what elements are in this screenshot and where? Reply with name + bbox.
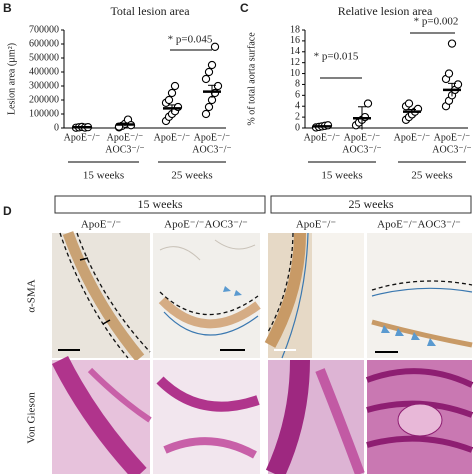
y-tick-label: 700000 — [29, 24, 59, 35]
y-tick-label: 18 — [290, 24, 300, 35]
y-axis-title: Lesion area (µm²) — [6, 43, 17, 115]
data-point — [201, 109, 211, 119]
y-tick-label: 6 — [295, 90, 300, 101]
group-label: 25 weeks — [171, 170, 212, 182]
annotation: * p=0.015 — [314, 51, 359, 63]
column-label: ApoE⁻/⁻ — [81, 219, 122, 231]
row-label: α-SMA — [26, 279, 38, 312]
data-point — [453, 80, 463, 89]
annotation: * p=0.045 — [168, 34, 213, 46]
group-label: 15 weeks — [321, 170, 362, 182]
y-axis-title: % of total aorta surface — [246, 32, 257, 126]
data-point — [213, 81, 223, 91]
micrograph — [52, 231, 151, 362]
x-tick-label: ApoE⁻/⁻ — [107, 132, 144, 143]
data-point — [447, 39, 457, 48]
x-tick-label: AOC3⁻/⁻ — [105, 144, 144, 155]
y-tick-label: 600000 — [29, 38, 59, 49]
x-tick-label: ApoE⁻/⁻ — [434, 132, 471, 143]
column-label: ApoE⁻/⁻ — [296, 219, 337, 231]
y-tick-label: 10 — [290, 68, 300, 79]
data-point — [210, 42, 220, 51]
data-point — [363, 99, 373, 108]
micrograph — [51, 355, 152, 474]
data-point — [404, 99, 414, 108]
data-point — [201, 74, 211, 84]
y-tick-label: 14 — [290, 46, 300, 57]
data-point — [204, 67, 214, 77]
data-point — [207, 60, 217, 70]
y-tick-label: 0 — [295, 122, 300, 133]
y-tick-label: 2 — [295, 111, 300, 122]
x-tick-label: AOC3⁻/⁻ — [432, 144, 471, 155]
x-tick-label: ApoE⁻/⁻ — [394, 132, 431, 143]
x-tick-label: ApoE⁻/⁻ — [64, 132, 101, 143]
panel-label: D — [3, 204, 12, 218]
micrograph — [264, 232, 364, 359]
micrograph — [265, 359, 365, 474]
panel-label: C — [240, 1, 249, 15]
column-label: ApoE⁻/⁻AOC3⁻/⁻ — [164, 219, 248, 231]
header-box — [54, 195, 266, 214]
y-tick-label: 12 — [290, 57, 300, 68]
data-point — [164, 95, 174, 105]
annotation: * p=0.002 — [414, 16, 459, 28]
header: 15 weeks — [138, 197, 183, 211]
x-tick-label: ApoE⁻/⁻ — [194, 132, 231, 143]
micrograph — [153, 360, 260, 474]
x-tick-label: AOC3⁻/⁻ — [192, 144, 231, 155]
y-tick-label: 16 — [290, 35, 300, 46]
y-tick-label: 4 — [295, 101, 300, 112]
group-label: 15 weeks — [83, 170, 124, 182]
row-label: Von Gieson — [26, 392, 38, 444]
header-box — [270, 195, 472, 214]
column-label: ApoE⁻/⁻AOC3⁻/⁻ — [377, 219, 461, 231]
micrograph — [367, 233, 473, 358]
chart-title: Total lesion area — [110, 4, 190, 18]
panel-label: B — [3, 1, 12, 15]
y-tick-label: 200000 — [29, 94, 59, 105]
y-tick-label: 500000 — [29, 52, 59, 63]
header: 25 weeks — [349, 197, 394, 211]
x-tick-label: ApoE⁻/⁻ — [344, 132, 381, 143]
micrograph — [153, 233, 261, 358]
data-point — [204, 102, 214, 112]
y-tick-label: 300000 — [29, 80, 59, 91]
y-tick-label: 8 — [295, 79, 300, 90]
data-point — [170, 81, 180, 91]
x-tick-label: ApoE⁻/⁻ — [304, 132, 341, 143]
y-tick-label: 400000 — [29, 66, 59, 77]
group-label: 25 weeks — [411, 170, 452, 182]
data-point — [167, 88, 177, 98]
micrograph — [365, 360, 474, 474]
x-tick-label: ApoE⁻/⁻ — [154, 132, 191, 143]
chart-title: Relative lesion area — [338, 4, 433, 18]
y-tick-label: 0 — [54, 122, 59, 133]
x-tick-label: AOC3⁻/⁻ — [342, 144, 381, 155]
data-point — [444, 69, 454, 78]
y-tick-label: 100000 — [29, 108, 59, 119]
